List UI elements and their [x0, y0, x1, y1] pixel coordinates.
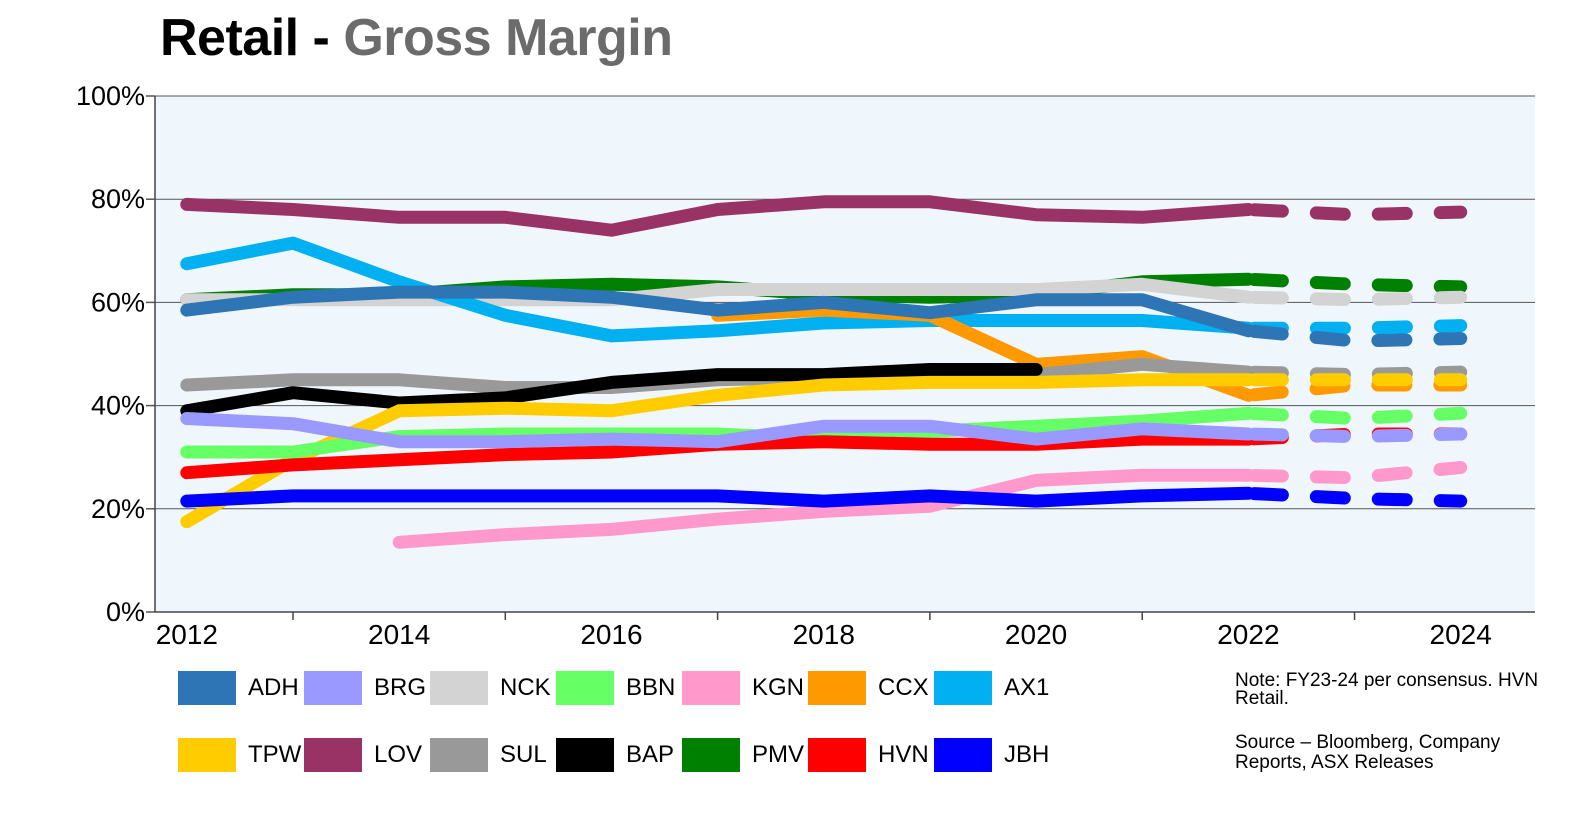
series-line-kgn	[392, 468, 1255, 549]
legend-swatch	[304, 671, 362, 705]
chart-source: Source – Bloomberg, Company Reports, ASX…	[1235, 732, 1501, 773]
chart-svg: 0% 20% 40% 60% 80% 100% 2012 2014 2016 2018 2020 20…	[76, 81, 1535, 650]
x-tick-label: 2012	[156, 619, 218, 650]
legend-swatch	[178, 738, 236, 772]
legend-label: NCK	[500, 674, 551, 701]
legend-label: PMV	[752, 741, 805, 768]
y-tick-label: 100%	[76, 81, 145, 111]
series-line-bap	[180, 363, 1043, 418]
series-forecast-adh	[1241, 324, 1468, 348]
series-line-adh	[180, 285, 1255, 338]
legend-swatch	[304, 738, 362, 772]
legend-label: SUL	[500, 741, 547, 768]
axes	[154, 96, 1535, 620]
y-tick-label: 80%	[91, 184, 145, 214]
y-tick-label: 20%	[91, 494, 145, 524]
legend-label: BAP	[626, 741, 675, 768]
legend-label: KGN	[752, 674, 805, 701]
series-forecast-jbh	[1241, 486, 1468, 508]
legend-item-lov: LOV	[304, 735, 422, 775]
legend-swatch	[178, 671, 236, 705]
legend-item-nck: NCK	[430, 668, 551, 708]
series-line-lov	[180, 195, 1255, 237]
series-forecast-nck	[1241, 290, 1468, 307]
legend-swatch	[934, 671, 992, 705]
plot-area	[155, 96, 1535, 612]
series-forecast-ccx	[1241, 378, 1468, 402]
legend-item-ax1: AX1	[934, 668, 1049, 708]
legend-item-bbn: BBN	[556, 668, 675, 708]
x-tick-label: 2018	[793, 619, 855, 650]
legend-label: LOV	[374, 741, 423, 768]
legend-item-adh: ADH	[178, 668, 299, 708]
x-tick-label: 2022	[1217, 619, 1279, 650]
legend-swatch	[556, 738, 614, 772]
x-tick-label: 2024	[1430, 619, 1492, 650]
series-forecast-kgn	[1241, 461, 1468, 485]
legend-label: HVN	[878, 741, 929, 768]
y-tick-label: 0%	[106, 597, 145, 627]
legend-swatch	[808, 671, 866, 705]
chart-note: Note: FY23-24 per consensus. HVN Retail.	[1235, 670, 1539, 709]
series-forecast-sul	[1241, 365, 1468, 382]
series-line-jbh	[180, 486, 1255, 508]
plot-background	[155, 96, 1535, 612]
legend-label: BRG	[374, 674, 427, 701]
legend-label: JBH	[1004, 741, 1050, 768]
legend-item-hvn: HVN	[808, 735, 929, 775]
legend-swatch	[682, 671, 740, 705]
legend-swatch	[808, 738, 866, 772]
series-line-brg	[180, 412, 1255, 449]
series-forecast-pmv	[1241, 272, 1468, 294]
tick-labels: 0% 20% 40% 60% 80% 100% 2012 2014 2016 2018 2020 20…	[76, 81, 1492, 650]
legend-label: CCX	[878, 674, 929, 701]
series-lines	[180, 195, 1468, 549]
legend-item-bap: BAP	[556, 735, 674, 775]
legend-swatch	[556, 671, 614, 705]
series-forecast-lov	[1241, 203, 1468, 222]
legend-label: BBN	[626, 674, 676, 701]
series-line-tpw	[180, 373, 1255, 529]
legend-item-tpw: TPW	[178, 735, 301, 775]
chart-title-sub: Gross Margin	[343, 9, 673, 67]
x-tick-label: 2014	[368, 619, 430, 650]
series-forecast-bbn	[1241, 406, 1468, 425]
legend-item-kgn: KGN	[682, 668, 804, 708]
series-line-ax1	[180, 236, 1255, 343]
legend-label: AX1	[1004, 674, 1050, 701]
x-tick-label: 2016	[580, 619, 642, 650]
legend-item-brg: BRG	[304, 668, 426, 708]
legend-swatch	[430, 738, 488, 772]
legend-item-pmv: PMV	[682, 735, 804, 775]
series-forecast-brg	[1241, 427, 1468, 444]
legend-swatch	[934, 738, 992, 772]
chart-title-main: Retail -	[160, 9, 344, 67]
chart-title: Retail - Gross Margin	[160, 8, 673, 68]
legend-item-jbh: JBH	[934, 735, 1049, 775]
legend-swatch	[430, 671, 488, 705]
legend-label: TPW	[248, 741, 302, 768]
legend-item-sul: SUL	[430, 735, 547, 775]
y-tick-label: 40%	[91, 391, 145, 421]
x-tick-label: 2020	[1005, 619, 1067, 650]
legend-item-ccx: CCX	[808, 668, 929, 708]
legend-swatch	[682, 738, 740, 772]
y-tick-label: 60%	[91, 287, 145, 317]
legend: ADH BRG NCK BBN KGN CCX AX1 TPW LOV SUL BAP PMV HVN J…	[178, 668, 1098, 798]
legend-label: ADH	[248, 674, 299, 701]
